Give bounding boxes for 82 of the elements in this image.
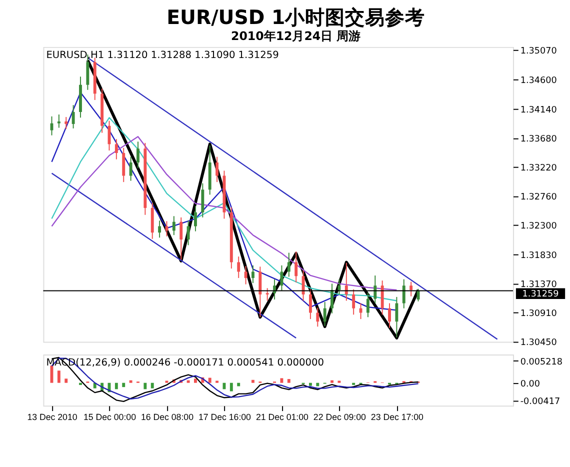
candlestick	[410, 281, 413, 297]
bar	[280, 378, 284, 383]
y-tick-label: 0.005218	[520, 357, 563, 368]
candlestick	[201, 182, 204, 218]
candlestick	[122, 147, 126, 183]
bar	[287, 379, 290, 383]
candlestick	[172, 216, 176, 236]
candlestick	[402, 278, 406, 309]
candlestick	[194, 206, 197, 232]
candlestick	[338, 278, 341, 295]
chart-subtitle: 2010年12月24日 周游	[231, 28, 361, 43]
bar	[251, 380, 254, 383]
y-tick-label: 1.35070	[520, 46, 558, 57]
y-tick-label: 1.33220	[520, 163, 558, 174]
annotation: EURUSD,H1 1.31120 1.31288 1.31090 1.31259	[46, 50, 279, 61]
line-series	[51, 117, 398, 302]
chart-title: EUR/USD 1小时图交易参考	[166, 6, 426, 30]
candlestick	[280, 264, 284, 292]
x-tick-label: 21 Dec 01:00	[256, 412, 309, 422]
y-tick-label: 1.30450	[520, 338, 558, 348]
bar	[237, 382, 240, 386]
y-tick-label: 1.34140	[520, 105, 558, 116]
bar	[194, 378, 197, 383]
candlestick	[158, 220, 162, 238]
y-tick-label: 1.34600	[520, 76, 558, 86]
candlestick	[366, 292, 370, 318]
x-tick-label: 16 Dec 08:00	[140, 412, 194, 422]
candlestick	[266, 288, 269, 302]
candlestick	[72, 104, 75, 129]
bar	[64, 378, 68, 383]
bar	[330, 380, 334, 383]
candlestick	[237, 256, 240, 279]
bar	[114, 382, 118, 390]
candlestick	[136, 141, 140, 169]
x-tick-label: 15 Dec 00:00	[83, 412, 136, 422]
bar	[57, 370, 60, 383]
y-tick-label: 1.31830	[520, 251, 558, 262]
ref-line-label: 1.31259	[522, 290, 559, 300]
candlestick	[114, 138, 118, 160]
candlestick	[186, 220, 190, 246]
candlestick	[251, 264, 254, 284]
candlestick	[344, 262, 348, 302]
bar	[222, 382, 226, 390]
candlestick	[388, 302, 391, 328]
x-tick-label: 23 Dec 17:00	[370, 412, 424, 422]
candlestick	[244, 266, 248, 285]
bar	[316, 382, 320, 386]
candlestick	[258, 266, 262, 318]
bar	[186, 380, 190, 383]
x-tick-label: 17 Dec 16:00	[198, 412, 252, 422]
x-tick-label: 22 Dec 09:00	[313, 412, 366, 422]
candlestick	[323, 302, 326, 326]
x-tick-label: 13 Dec 2010	[27, 412, 78, 422]
bar	[208, 378, 212, 383]
y-tick-label: 0.00	[520, 379, 540, 390]
candlestick	[57, 114, 60, 128]
bar	[144, 382, 147, 390]
y-tick-label: 1.33680	[520, 134, 558, 144]
candlestick	[352, 288, 356, 316]
candlestick	[129, 156, 132, 182]
line-series	[51, 136, 398, 291]
candlestick	[380, 280, 384, 316]
bar	[129, 380, 132, 383]
candlestick	[294, 251, 298, 283]
bar	[308, 382, 312, 386]
y-tick-label: 1.31370	[520, 280, 558, 290]
y-tick-label: 1.30910	[520, 309, 558, 320]
candlestick	[287, 252, 290, 278]
candlestick	[64, 116, 68, 130]
candlestick	[330, 283, 334, 314]
candlestick	[180, 216, 183, 260]
y-tick-label: 1.32300	[520, 221, 558, 232]
bar	[150, 382, 154, 388]
y-tick-label: 1.32760	[520, 192, 558, 202]
candlestick	[216, 156, 219, 183]
y-tick-label: -0.00417	[520, 396, 560, 407]
bar	[230, 382, 233, 392]
candlestick	[374, 274, 377, 304]
candlestick	[308, 288, 312, 320]
candlestick	[316, 307, 320, 328]
bar	[122, 382, 126, 388]
candlestick	[395, 296, 398, 338]
